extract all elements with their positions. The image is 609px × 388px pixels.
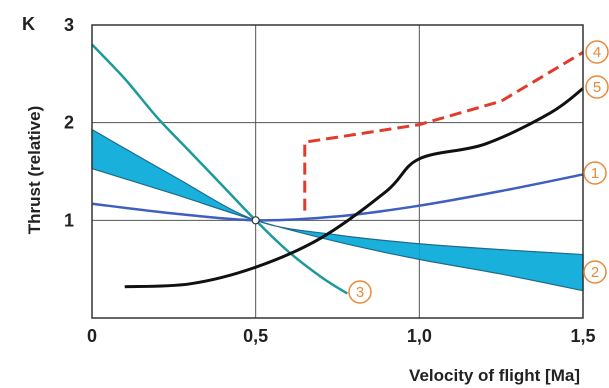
x-tick-label-2: 1,0 bbox=[407, 326, 432, 346]
series-markers: 1 2 3 4 5 bbox=[348, 40, 609, 304]
series-layer bbox=[91, 43, 584, 295]
series-4-marker-circle bbox=[585, 40, 609, 64]
x-tick-label-1: 0,5 bbox=[243, 326, 268, 346]
y-tick-label-1: 2 bbox=[64, 113, 74, 133]
series-3-marker-circle bbox=[348, 280, 372, 304]
x-axis-label: Velocity of flight [Ma] bbox=[409, 366, 580, 385]
series-3-marker-label: 3 bbox=[356, 284, 364, 301]
series-3-line bbox=[91, 43, 348, 295]
tick-labels: 0 0,5 1,0 1,5 1 2 3 bbox=[64, 15, 596, 346]
y-axis-label: Thrust (relative) bbox=[25, 106, 44, 234]
plot-frame bbox=[91, 24, 584, 319]
series-1-line bbox=[91, 173, 584, 222]
series-4-marker-label: 4 bbox=[593, 44, 601, 61]
series-1-marker-label: 1 bbox=[591, 165, 599, 182]
x-tick-label-0: 0 bbox=[87, 326, 97, 346]
y-tick-label-2: 3 bbox=[64, 15, 74, 35]
series-1-marker-circle bbox=[583, 161, 607, 185]
x-tick-label-3: 1,5 bbox=[570, 326, 595, 346]
series-2-marker-circle bbox=[583, 260, 607, 284]
series-2-band bbox=[91, 128, 584, 292]
series-4-line bbox=[303, 51, 584, 211]
intersection-point bbox=[251, 216, 260, 225]
series-2-marker-label: 2 bbox=[591, 264, 599, 281]
plot-border bbox=[91, 24, 584, 319]
y-unit-label: K bbox=[22, 14, 35, 34]
series-5-marker-label: 5 bbox=[593, 79, 601, 96]
series-5-line bbox=[124, 87, 584, 289]
series-5-marker-circle bbox=[585, 75, 609, 99]
grid bbox=[92, 25, 583, 318]
y-tick-label-0: 1 bbox=[64, 210, 74, 230]
